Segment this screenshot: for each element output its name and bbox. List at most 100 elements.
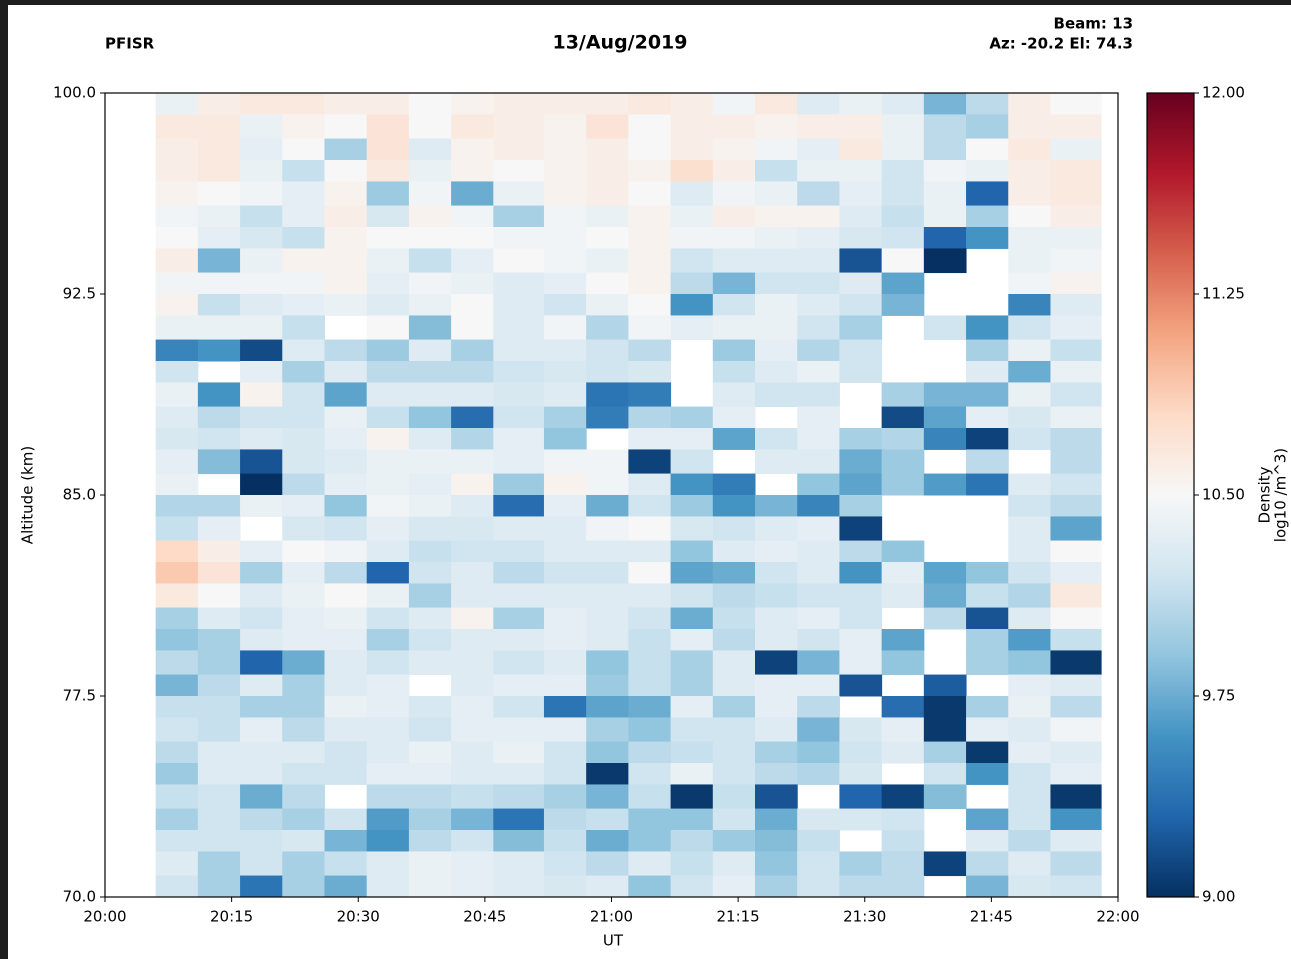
heatmap-cell <box>881 272 925 295</box>
heatmap-cell <box>1008 516 1051 542</box>
heatmap-cell <box>712 763 756 785</box>
heatmap-cell <box>366 696 410 718</box>
heatmap-cell <box>923 763 967 785</box>
heatmap-cell <box>923 696 967 718</box>
beam-label: Beam: 13 <box>1054 15 1133 33</box>
heatmap-cell <box>881 875 925 898</box>
heatmap-cell <box>366 294 410 316</box>
heatmap-cell <box>240 382 283 408</box>
heatmap-cell <box>712 562 756 584</box>
heatmap-cell <box>670 540 714 563</box>
heatmap-cell <box>543 808 587 831</box>
heatmap-cell <box>670 696 714 718</box>
heatmap-cell <box>366 607 410 630</box>
heatmap-cell <box>586 227 629 249</box>
heatmap-cell <box>1008 629 1051 651</box>
heatmap-cell <box>240 248 283 274</box>
heatmap-cell <box>282 851 325 877</box>
heatmap-cell <box>408 875 452 898</box>
heatmap-cell <box>240 875 283 898</box>
heatmap-cell <box>451 160 494 182</box>
heatmap-cell <box>366 830 410 852</box>
heatmap-cell <box>628 851 672 877</box>
heatmap-cell <box>408 428 452 450</box>
heatmap-cell <box>155 406 199 429</box>
heatmap-cell <box>155 160 199 182</box>
heatmap-cell <box>755 674 798 697</box>
heatmap-cell <box>1008 382 1051 408</box>
heatmap-cell <box>408 138 452 161</box>
heatmap-cell <box>839 516 883 542</box>
heatmap-cell <box>839 473 883 496</box>
y-tick-label: 100.0 <box>53 84 96 102</box>
heatmap-cell <box>586 294 629 316</box>
heatmap-cell <box>324 227 368 249</box>
heatmap-cell <box>1050 160 1102 182</box>
heatmap-cell <box>839 875 883 898</box>
heatmap-cell <box>712 315 756 341</box>
heatmap-cell <box>797 361 840 383</box>
heatmap-cell <box>493 629 545 651</box>
heatmap-cell <box>451 339 494 362</box>
heatmap-cell <box>324 763 368 785</box>
heatmap-cell <box>797 93 840 115</box>
heatmap-cell <box>324 361 368 383</box>
heatmap-cell <box>282 495 325 517</box>
heatmap-cell <box>586 629 629 651</box>
heatmap-cell <box>755 181 798 207</box>
heatmap-cell <box>755 227 798 249</box>
heatmap-cell <box>493 830 545 852</box>
heatmap-cell <box>670 674 714 697</box>
heatmap-cell <box>839 851 883 877</box>
heatmap-cell <box>670 875 714 898</box>
heatmap-cell <box>628 808 672 831</box>
heatmap-cell <box>240 607 283 630</box>
heatmap-cell <box>628 160 672 182</box>
heatmap-cell <box>966 741 1009 764</box>
heatmap-cell <box>240 315 283 341</box>
heatmap-cell <box>1008 227 1051 249</box>
heatmap-cell <box>155 361 199 383</box>
heatmap-cell <box>543 248 587 274</box>
heatmap-cell <box>240 93 283 115</box>
heatmap-cell <box>543 763 587 785</box>
heatmap-cell <box>155 227 199 249</box>
heatmap-cell <box>712 696 756 718</box>
heatmap-cell <box>1008 495 1051 517</box>
heatmap-cell <box>408 114 452 140</box>
heatmap-cell <box>408 339 452 362</box>
heatmap-cell <box>408 540 452 563</box>
heatmap-cell <box>966 93 1009 115</box>
heatmap-cell <box>493 516 545 542</box>
heatmap-cell <box>586 583 629 609</box>
heatmap-cell <box>966 851 1009 877</box>
heatmap-cell <box>408 851 452 877</box>
heatmap-cell <box>197 315 241 341</box>
heatmap-cell <box>797 138 840 161</box>
heatmap-cell <box>240 361 283 383</box>
heatmap-cell <box>366 674 410 697</box>
heatmap-cell <box>324 540 368 563</box>
heatmap-cell <box>408 562 452 584</box>
heatmap-cell <box>408 361 452 383</box>
heatmap-cell <box>1050 361 1102 383</box>
heatmap-cell <box>451 696 494 718</box>
heatmap-cell <box>366 629 410 651</box>
heatmap-cell <box>493 763 545 785</box>
heatmap-cell <box>797 650 840 676</box>
heatmap-cell <box>712 540 756 563</box>
heatmap-cell <box>586 248 629 274</box>
heatmap-cell <box>366 361 410 383</box>
heatmap-cell <box>408 473 452 496</box>
heatmap-cell <box>1050 272 1102 295</box>
x-tick-label: 21:15 <box>717 908 760 926</box>
heatmap-cell <box>543 495 587 517</box>
heatmap-cell <box>712 294 756 316</box>
heatmap-cell <box>797 763 840 785</box>
heatmap-cell <box>240 473 283 496</box>
heatmap-cell <box>670 808 714 831</box>
heatmap-cell <box>1008 540 1051 563</box>
heatmap-cell <box>1050 181 1102 207</box>
heatmap-cell <box>923 473 967 496</box>
heatmap-cell <box>282 473 325 496</box>
